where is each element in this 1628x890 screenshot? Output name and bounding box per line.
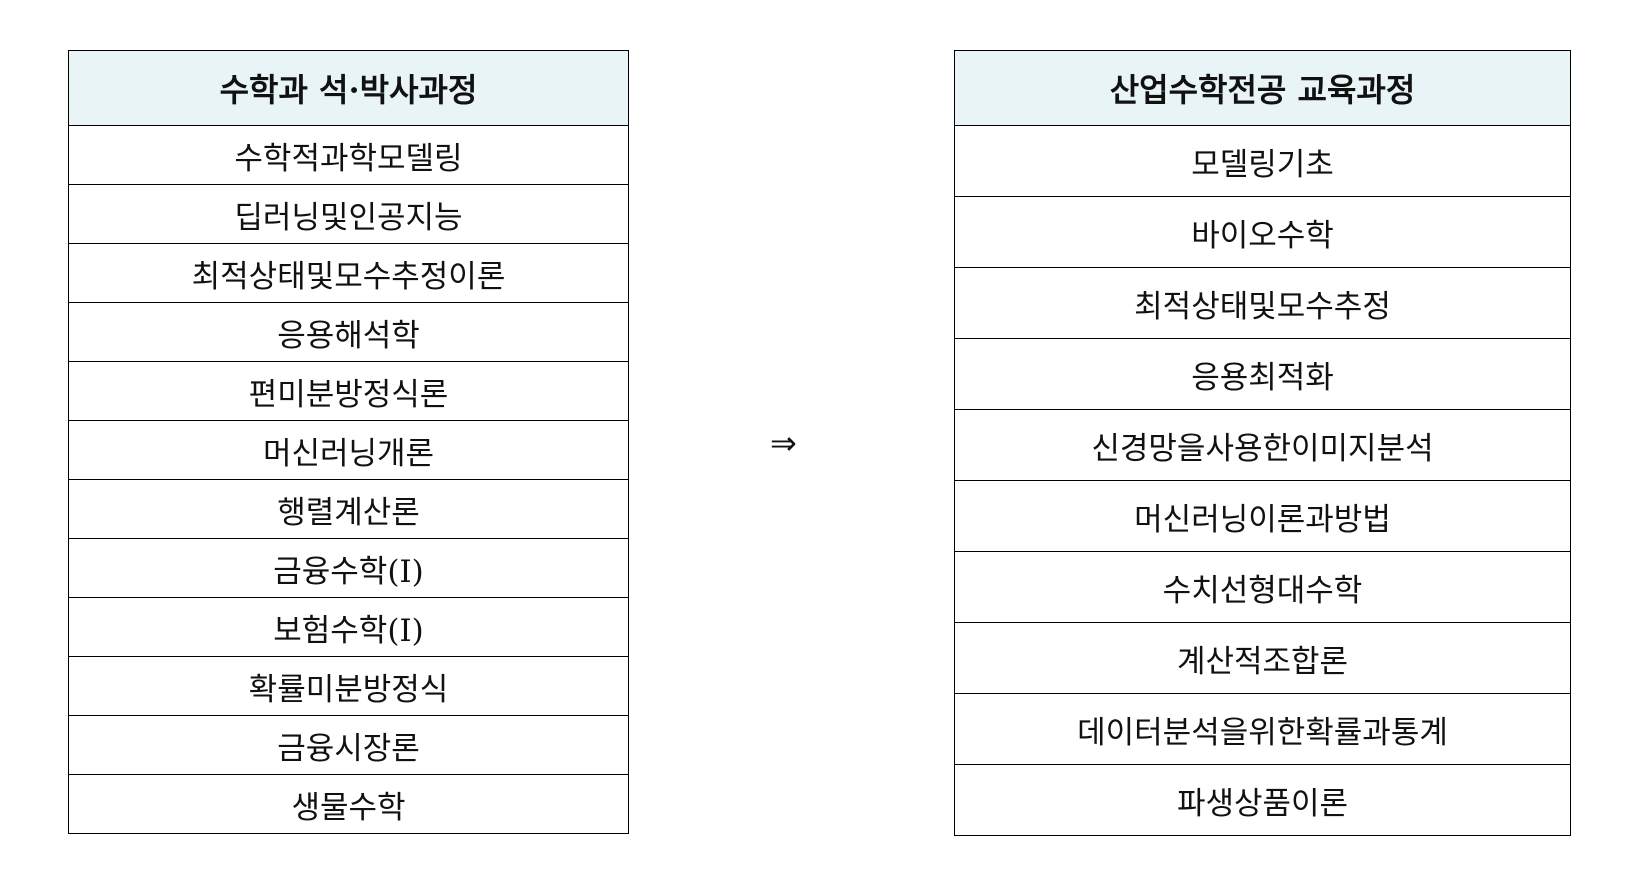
- table-row: 응용최적화: [954, 338, 1571, 410]
- table-row: 신경망을사용한이미지분석: [954, 409, 1571, 481]
- table-row: 행렬계산론: [68, 479, 629, 539]
- table-header: 수학과 석·박사과정: [68, 50, 629, 126]
- course-name: 응용최적화: [954, 338, 1571, 410]
- table-row: 데이터분석을위한확률과통계: [954, 693, 1571, 765]
- table-row: 확률미분방정식: [68, 656, 629, 716]
- math-grad-course-table: 수학과 석·박사과정 수학적과학모델링 딥러닝및인공지능 최적상태및모수추정이론 응용…: [68, 50, 629, 834]
- course-name: 금융시장론: [68, 715, 629, 775]
- course-name: 수학적과학모델링: [68, 125, 629, 185]
- course-name: 응용해석학: [68, 302, 629, 362]
- table-row: 딥러닝및인공지능: [68, 184, 629, 244]
- course-name: 확률미분방정식: [68, 656, 629, 716]
- course-name: 행렬계산론: [68, 479, 629, 539]
- table-row: 금융수학(I): [68, 538, 629, 598]
- table-row: 계산적조합론: [954, 622, 1571, 694]
- course-name: 딥러닝및인공지능: [68, 184, 629, 244]
- course-name: 최적상태및모수추정이론: [68, 243, 629, 303]
- course-name: 파생상품이론: [954, 764, 1571, 836]
- course-name: 모델링기초: [954, 125, 1571, 197]
- table-row: 편미분방정식론: [68, 361, 629, 421]
- table-row: 머신러닝이론과방법: [954, 480, 1571, 552]
- right-arrow-icon: ⇒: [770, 424, 797, 462]
- course-name: 머신러닝이론과방법: [954, 480, 1571, 552]
- course-name: 머신러닝개론: [68, 420, 629, 480]
- table-row: 금융시장론: [68, 715, 629, 775]
- table-row: 최적상태및모수추정이론: [68, 243, 629, 303]
- course-name: 데이터분석을위한확률과통계: [954, 693, 1571, 765]
- course-name: 편미분방정식론: [68, 361, 629, 421]
- industrial-math-course-table: 산업수학전공 교육과정 모델링기초 바이오수학 최적상태및모수추정 응용최적화 신경망을…: [954, 50, 1571, 836]
- course-name: 생물수학: [68, 774, 629, 834]
- table-row: 보험수학(I): [68, 597, 629, 657]
- table-header: 산업수학전공 교육과정: [954, 50, 1571, 126]
- course-name: 금융수학(I): [68, 538, 629, 598]
- table-row: 머신러닝개론: [68, 420, 629, 480]
- course-name: 바이오수학: [954, 196, 1571, 268]
- course-name: 수치선형대수학: [954, 551, 1571, 623]
- table-row: 최적상태및모수추정: [954, 267, 1571, 339]
- table-row: 모델링기초: [954, 125, 1571, 197]
- table-row: 수학적과학모델링: [68, 125, 629, 185]
- table-row: 수치선형대수학: [954, 551, 1571, 623]
- table-row: 바이오수학: [954, 196, 1571, 268]
- course-name: 계산적조합론: [954, 622, 1571, 694]
- course-name: 보험수학(I): [68, 597, 629, 657]
- table-row: 응용해석학: [68, 302, 629, 362]
- course-name: 최적상태및모수추정: [954, 267, 1571, 339]
- course-name: 신경망을사용한이미지분석: [954, 409, 1571, 481]
- table-row: 생물수학: [68, 774, 629, 834]
- table-row: 파생상품이론: [954, 764, 1571, 836]
